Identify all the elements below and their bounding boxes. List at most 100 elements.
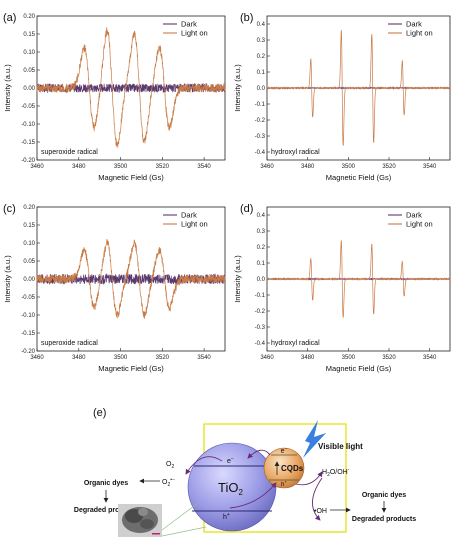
legend-label: Dark: [181, 20, 197, 29]
y-tick-label: 0.2: [257, 54, 266, 60]
hydroxyl-formation-arrow: [312, 477, 323, 521]
series-line-light-on: [266, 240, 451, 319]
chart-panel-0: (a) -0.20 -0.15 -0.10 -0.05 0.00 0.05 0.10 0.15 0…: [3, 12, 226, 182]
y-tick-label: -0.20: [21, 349, 35, 355]
x-tick-label: 3540: [197, 355, 211, 361]
y-tick-label: -0.20: [21, 158, 35, 164]
chart-panel-2: (c) -0.20 -0.15 -0.10 -0.05 0.00 0.05 0.10 0.15 0…: [3, 203, 226, 373]
y-axis-label: Intensity (a.u.): [3, 64, 12, 112]
x-tick-label: 3480: [72, 355, 86, 361]
y-tick-label: -0.15: [21, 140, 35, 146]
y-tick-label: 0.10: [23, 241, 35, 247]
y-tick-label: 0.15: [23, 223, 35, 229]
panel-label: (c): [3, 203, 16, 215]
x-tick-label: 3500: [342, 355, 356, 361]
y-tick-label: 0.0: [257, 86, 266, 92]
epr-charts: (a) -0.20 -0.15 -0.10 -0.05 0.00 0.05 0.10 0.15 0…: [3, 12, 451, 373]
legend-label: Dark: [406, 20, 422, 29]
x-tick-label: 3460: [30, 355, 44, 361]
chart-panel-1: (b) -0.4 -0.3 -0.2 -0.1 0.0 0.1 0.2 0.3 0.4 3460 34…: [233, 12, 451, 182]
zoom-line-bottom: [161, 526, 207, 537]
right-organic-dyes: Organic dyes: [362, 492, 406, 499]
y-tick-label: -0.2: [255, 309, 266, 315]
schematic-panel: (e) TiO2 e− h+: [74, 407, 416, 537]
x-axis-label: Magnetic Field (Gs): [98, 173, 164, 182]
chart-annotation: superoxide radical: [41, 149, 98, 156]
cqds-label: CQDs: [281, 464, 304, 473]
cqds-electron: e−: [281, 446, 288, 455]
legend-label: Dark: [406, 211, 422, 220]
o2-reduction-arrow: [185, 456, 223, 475]
y-axis-label: Intensity (a.u.): [3, 255, 12, 303]
x-tick-label: 3480: [301, 164, 315, 170]
chart-annotation: hydroxyl radical: [271, 149, 320, 156]
x-tick-label: 3520: [382, 164, 396, 170]
x-tick-label: 3460: [260, 355, 274, 361]
x-tick-label: 3460: [30, 164, 44, 170]
x-tick-label: 3500: [114, 355, 128, 361]
legend-label: Light on: [406, 220, 433, 229]
legend-label: Light on: [406, 29, 433, 38]
y-tick-label: 0.3: [257, 229, 266, 235]
legend-label: Light on: [181, 220, 208, 229]
y-tick-label: -0.4: [255, 150, 266, 156]
y-tick-label: 0.1: [257, 261, 266, 267]
left-organic-dyes: Organic dyes: [84, 480, 128, 487]
visible-light-label: Visible light: [318, 442, 363, 451]
y-tick-label: 0.4: [257, 22, 266, 28]
y-tick-label: 0.10: [23, 50, 35, 56]
tio2-electron: e−: [227, 456, 234, 465]
x-axis-label: Magnetic Field (Gs): [326, 364, 392, 373]
y-tick-label: -0.05: [21, 104, 35, 110]
series-line-light-on: [36, 238, 226, 319]
left-degraded-products: Degraded products: [74, 507, 138, 514]
panel-label: (a): [3, 12, 16, 24]
y-tick-label: 0.00: [23, 86, 35, 92]
x-tick-label: 3540: [423, 164, 437, 170]
right-hydroxyl: •OH: [314, 508, 327, 515]
series-line-dark: [36, 82, 226, 94]
y-tick-label: 0.4: [257, 213, 266, 219]
y-tick-label: 0.0: [257, 277, 266, 283]
x-tick-label: 3540: [423, 355, 437, 361]
y-tick-label: 0.05: [23, 68, 35, 74]
left-superoxide: O2•−: [162, 477, 175, 488]
lightning-bolt-icon: [303, 420, 326, 458]
y-axis-label: Intensity (a.u.): [233, 255, 242, 303]
legend-label: Dark: [181, 211, 197, 220]
y-tick-label: -0.2: [255, 118, 266, 124]
x-tick-label: 3480: [301, 355, 315, 361]
y-tick-label: -0.10: [21, 313, 35, 319]
panel-label: (b): [240, 12, 253, 24]
y-tick-label: 0.00: [23, 277, 35, 283]
electron-transfer-arrow: [247, 449, 271, 459]
series-line-light-on: [266, 29, 451, 147]
y-tick-label: 0.1: [257, 70, 266, 76]
legend-label: Light on: [181, 29, 208, 38]
x-tick-label: 3500: [114, 164, 128, 170]
x-axis-label: Magnetic Field (Gs): [326, 173, 392, 182]
x-tick-label: 3480: [72, 164, 86, 170]
x-tick-label: 3540: [197, 164, 211, 170]
y-tick-label: -0.15: [21, 331, 35, 337]
y-tick-label: -0.3: [255, 134, 266, 140]
y-tick-label: -0.1: [255, 293, 266, 299]
tio2-label: TiO2: [218, 480, 243, 497]
panel-label-e: (e): [93, 407, 106, 419]
y-tick-label: 0.3: [257, 38, 266, 44]
chart-annotation: superoxide radical: [41, 340, 98, 347]
left-o2: O2: [166, 461, 174, 470]
hole-transfer-arrow: [229, 482, 277, 509]
right-degraded-products: Degraded products: [352, 516, 416, 523]
panel-label: (d): [240, 203, 253, 215]
x-tick-label: 3520: [156, 164, 170, 170]
y-tick-label: 0.20: [23, 14, 35, 20]
cqds-sphere: [263, 447, 305, 489]
chart-panel-3: (d) -0.4 -0.3 -0.2 -0.1 0.0 0.1 0.2 0.3 0.4 3460 34…: [233, 203, 451, 373]
y-tick-label: 0.15: [23, 32, 35, 38]
y-tick-label: 0.05: [23, 259, 35, 265]
tem-micrograph-image: [118, 504, 162, 537]
y-tick-label: -0.4: [255, 341, 266, 347]
water-oxidation-arrow: [295, 471, 323, 486]
